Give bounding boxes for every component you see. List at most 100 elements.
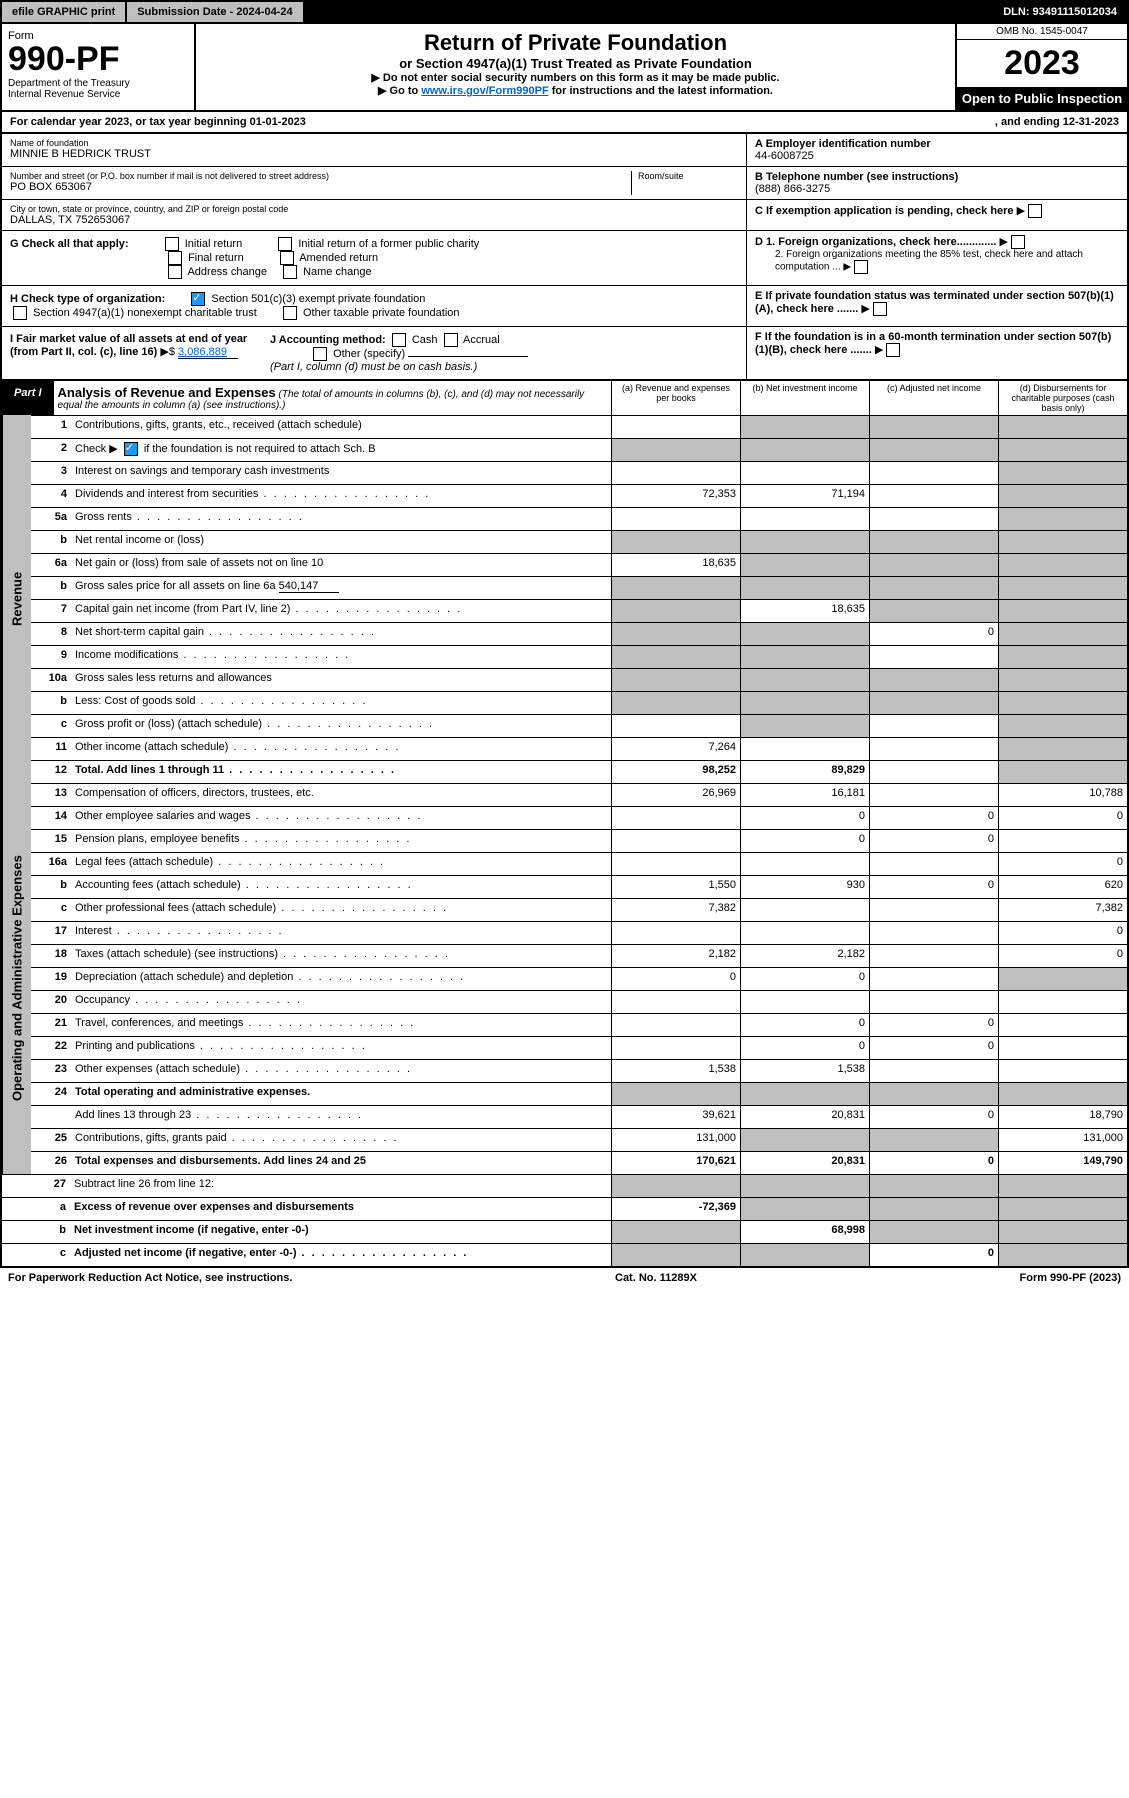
line-11-a: 7,264	[611, 738, 740, 760]
accrual-checkbox[interactable]	[444, 333, 458, 347]
name-label: Name of foundation	[10, 138, 738, 148]
initial-return-checkbox[interactable]	[165, 237, 179, 251]
c-checkbox[interactable]	[1028, 204, 1042, 218]
line-7: Capital gain net income (from Part IV, l…	[71, 600, 611, 622]
line-24: Total operating and administrative expen…	[71, 1083, 611, 1105]
omb-number: OMB No. 1545-0047	[957, 24, 1127, 40]
e-checkbox[interactable]	[873, 302, 887, 316]
line-17: Interest	[71, 922, 611, 944]
efile-print-button[interactable]: efile GRAPHIC print	[2, 2, 127, 22]
d2-checkbox[interactable]	[854, 260, 868, 274]
line-4-a: 72,353	[611, 485, 740, 507]
line-16c-a: 7,382	[611, 899, 740, 921]
instruction-1: ▶ Do not enter social security numbers o…	[202, 71, 949, 84]
line-10a: Gross sales less returns and allowances	[71, 669, 611, 691]
telephone-label: B Telephone number (see instructions)	[755, 171, 1119, 183]
address-change-checkbox[interactable]	[168, 265, 182, 279]
other-specify-checkbox[interactable]	[313, 347, 327, 361]
line-19-b: 0	[740, 968, 869, 990]
line-8-c: 0	[869, 623, 998, 645]
line-24b-a: 39,621	[611, 1106, 740, 1128]
line-16b-b: 930	[740, 876, 869, 898]
footer-mid: Cat. No. 11289X	[615, 1272, 697, 1284]
instruction-2-post: for instructions and the latest informat…	[552, 85, 773, 97]
line-18-d: 0	[998, 945, 1127, 967]
line-13-a: 26,969	[611, 784, 740, 806]
line-27a-a: -72,369	[611, 1198, 740, 1220]
j-label: J Accounting method:	[270, 334, 386, 346]
line-22: Printing and publications	[71, 1037, 611, 1059]
submission-date: Submission Date - 2024-04-24	[127, 2, 304, 22]
initial-return-label: Initial return	[185, 238, 242, 250]
line-6b: Gross sales price for all assets on line…	[75, 580, 276, 592]
d1-checkbox[interactable]	[1011, 235, 1025, 249]
part-i-tab: Part I	[2, 381, 54, 415]
form-number: 990-PF	[8, 42, 188, 76]
line-2-checkbox[interactable]	[124, 442, 138, 456]
c-label: C If exemption application is pending, c…	[755, 205, 1014, 217]
line-12-a: 98,252	[611, 761, 740, 783]
line-18-b: 2,182	[740, 945, 869, 967]
initial-former-label: Initial return of a former public charit…	[298, 238, 479, 250]
irs-link[interactable]: www.irs.gov/Form990PF	[421, 85, 548, 97]
footer-right: Form 990-PF (2023)	[1020, 1272, 1121, 1284]
ein: 44-6008725	[755, 150, 1119, 162]
accrual-label: Accrual	[463, 334, 500, 346]
h4947-checkbox[interactable]	[13, 306, 27, 320]
line-3: Interest on savings and temporary cash i…	[71, 462, 611, 484]
ein-label: A Employer identification number	[755, 138, 1119, 150]
line-16a-d: 0	[998, 853, 1127, 875]
line-2b: if the foundation is not required to att…	[141, 443, 376, 455]
line-16b: Accounting fees (attach schedule)	[71, 876, 611, 898]
city: DALLAS, TX 752653067	[10, 214, 738, 226]
dln: DLN: 93491115012034	[305, 2, 1127, 22]
line-18-a: 2,182	[611, 945, 740, 967]
line-15: Pension plans, employee benefits	[71, 830, 611, 852]
line-1: Contributions, gifts, grants, etc., rece…	[71, 416, 611, 438]
cash-checkbox[interactable]	[392, 333, 406, 347]
line-16a: Legal fees (attach schedule)	[71, 853, 611, 875]
f-label: F If the foundation is in a 60-month ter…	[755, 331, 1111, 356]
f-checkbox[interactable]	[886, 343, 900, 357]
line-12-b: 89,829	[740, 761, 869, 783]
line-27: Subtract line 26 from line 12:	[70, 1175, 611, 1197]
hother-label: Other taxable private foundation	[303, 307, 460, 319]
line-15-c: 0	[869, 830, 998, 852]
line-27c: Adjusted net income (if negative, enter …	[70, 1244, 611, 1266]
line-14: Other employee salaries and wages	[71, 807, 611, 829]
instruction-2-pre: ▶ Go to	[378, 85, 421, 97]
name-change-checkbox[interactable]	[283, 265, 297, 279]
h-label: H Check type of organization:	[10, 293, 165, 305]
j-note: (Part I, column (d) must be on cash basi…	[270, 361, 477, 373]
foundation-name: MINNIE B HEDRICK TRUST	[10, 148, 738, 160]
final-return-label: Final return	[188, 252, 244, 264]
initial-former-checkbox[interactable]	[278, 237, 292, 251]
final-return-checkbox[interactable]	[168, 251, 182, 265]
line-13: Compensation of officers, directors, tru…	[71, 784, 611, 806]
line-7-b: 18,635	[740, 600, 869, 622]
line-6b-val: 540,147	[279, 580, 339, 593]
line-18: Taxes (attach schedule) (see instruction…	[71, 945, 611, 967]
name-change-label: Name change	[303, 266, 372, 278]
telephone: (888) 866-3275	[755, 183, 1119, 195]
fmv-value[interactable]: 3,086,889	[178, 346, 238, 359]
line-26-b: 20,831	[740, 1152, 869, 1174]
line-26-c: 0	[869, 1152, 998, 1174]
e-label: E If private foundation status was termi…	[755, 290, 1114, 315]
h501-checkbox[interactable]	[191, 292, 205, 306]
line-27c-c: 0	[869, 1244, 998, 1266]
address-label: Number and street (or P.O. box number if…	[10, 171, 631, 181]
hother-checkbox[interactable]	[283, 306, 297, 320]
line-23-a: 1,538	[611, 1060, 740, 1082]
footer-left: For Paperwork Reduction Act Notice, see …	[8, 1272, 292, 1284]
h4947-label: Section 4947(a)(1) nonexempt charitable …	[33, 307, 257, 319]
line-26-d: 149,790	[998, 1152, 1127, 1174]
line-13-d: 10,788	[998, 784, 1127, 806]
line-11: Other income (attach schedule)	[71, 738, 611, 760]
tax-year: 2023	[957, 40, 1127, 87]
line-25-d: 131,000	[998, 1129, 1127, 1151]
line-23: Other expenses (attach schedule)	[71, 1060, 611, 1082]
amended-checkbox[interactable]	[280, 251, 294, 265]
expenses-sidebar: Operating and Administrative Expenses	[2, 783, 31, 1174]
city-label: City or town, state or province, country…	[10, 204, 738, 214]
